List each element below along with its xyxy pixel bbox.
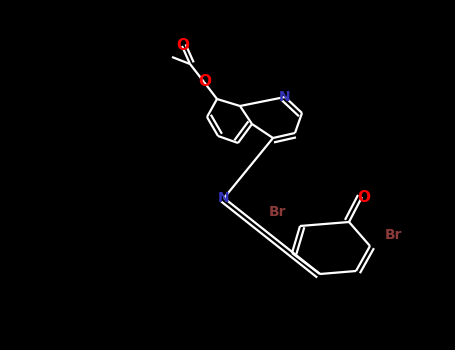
Text: O: O xyxy=(177,38,189,54)
Text: Br: Br xyxy=(269,205,287,219)
Text: Br: Br xyxy=(384,228,402,242)
Text: O: O xyxy=(358,189,370,204)
Text: N: N xyxy=(218,191,230,205)
Text: N: N xyxy=(279,90,291,104)
Text: O: O xyxy=(198,75,212,90)
